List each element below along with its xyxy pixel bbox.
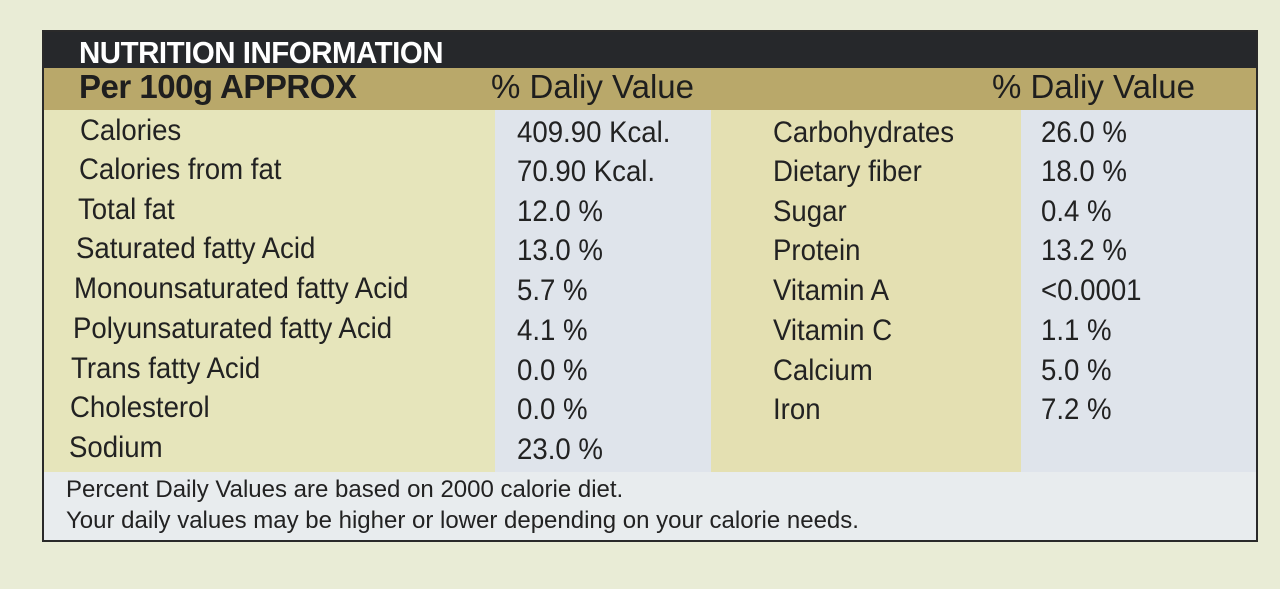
nutrient-name: Sugar — [773, 195, 847, 228]
nutrient-name: Dietary fiber — [773, 155, 922, 188]
nutrient-value: 18.0 % — [1041, 155, 1127, 188]
nutrient-name: Monounsaturated fatty Acid — [74, 272, 409, 305]
nutrient-name: Calcium — [773, 354, 873, 387]
nutrient-value: 4.1 % — [517, 314, 588, 347]
left-nutrient-column — [44, 110, 495, 472]
nutrient-name: Total fat — [78, 193, 175, 226]
nutrient-value: 409.90 Kcal. — [517, 116, 671, 149]
nutrient-value: 1.1 % — [1041, 314, 1112, 347]
nutrient-name: Polyunsaturated fatty Acid — [73, 312, 393, 345]
nutrient-value: 0.0 % — [517, 393, 588, 426]
title-bar: NUTRITION INFORMATION — [44, 32, 1256, 70]
nutrient-name: Carbohydrates — [773, 116, 955, 149]
nutrient-value: <0.0001 — [1041, 274, 1142, 307]
nutrient-value: 7.2 % — [1041, 393, 1112, 426]
right-value-column — [1021, 110, 1256, 472]
left-value-column — [495, 110, 711, 472]
nutrient-name: Saturated fatty Acid — [76, 232, 316, 265]
nutrient-value: 13.2 % — [1041, 234, 1127, 267]
per-100g-header: Per 100g APPROX — [79, 68, 357, 105]
nutrient-value: 0.0 % — [517, 354, 588, 387]
nutrient-name: Trans fatty Acid — [71, 352, 261, 385]
nutrition-title: NUTRITION INFORMATION — [79, 35, 444, 70]
nutrient-value: 0.4 % — [1041, 195, 1112, 228]
nutrient-value: 13.0 % — [517, 234, 603, 267]
nutrient-value: 23.0 % — [517, 433, 603, 466]
nutrition-panel: NUTRITION INFORMATION Per 100g APPROX % … — [42, 30, 1258, 542]
nutrient-value: 5.0 % — [1041, 354, 1112, 387]
nutrient-name: Calories — [80, 114, 182, 147]
daily-value-header-right: % Daliy Value — [992, 68, 1195, 105]
nutrient-value: 26.0 % — [1041, 116, 1127, 149]
nutrient-name: Protein — [773, 234, 861, 267]
nutrient-name: Iron — [773, 393, 821, 426]
nutrient-name: Sodium — [69, 431, 163, 464]
right-nutrient-column — [711, 110, 1021, 472]
header-bar: Per 100g APPROX % Daliy Value % Daliy Va… — [44, 68, 1256, 110]
nutrient-name: Cholesterol — [70, 391, 210, 424]
daily-value-header-left: % Daliy Value — [491, 68, 694, 105]
nutrient-name: Vitamin A — [773, 274, 890, 307]
nutrient-value: 12.0 % — [517, 195, 603, 228]
nutrient-value: 5.7 % — [517, 274, 588, 307]
footer-note-2: Your daily values may be higher or lower… — [66, 507, 859, 534]
footer-note-1: Percent Daily Values are based on 2000 c… — [66, 476, 624, 503]
nutrient-value: 70.90 Kcal. — [517, 155, 656, 188]
nutrient-name: Calories from fat — [79, 153, 282, 186]
nutrient-name: Vitamin C — [773, 314, 893, 347]
